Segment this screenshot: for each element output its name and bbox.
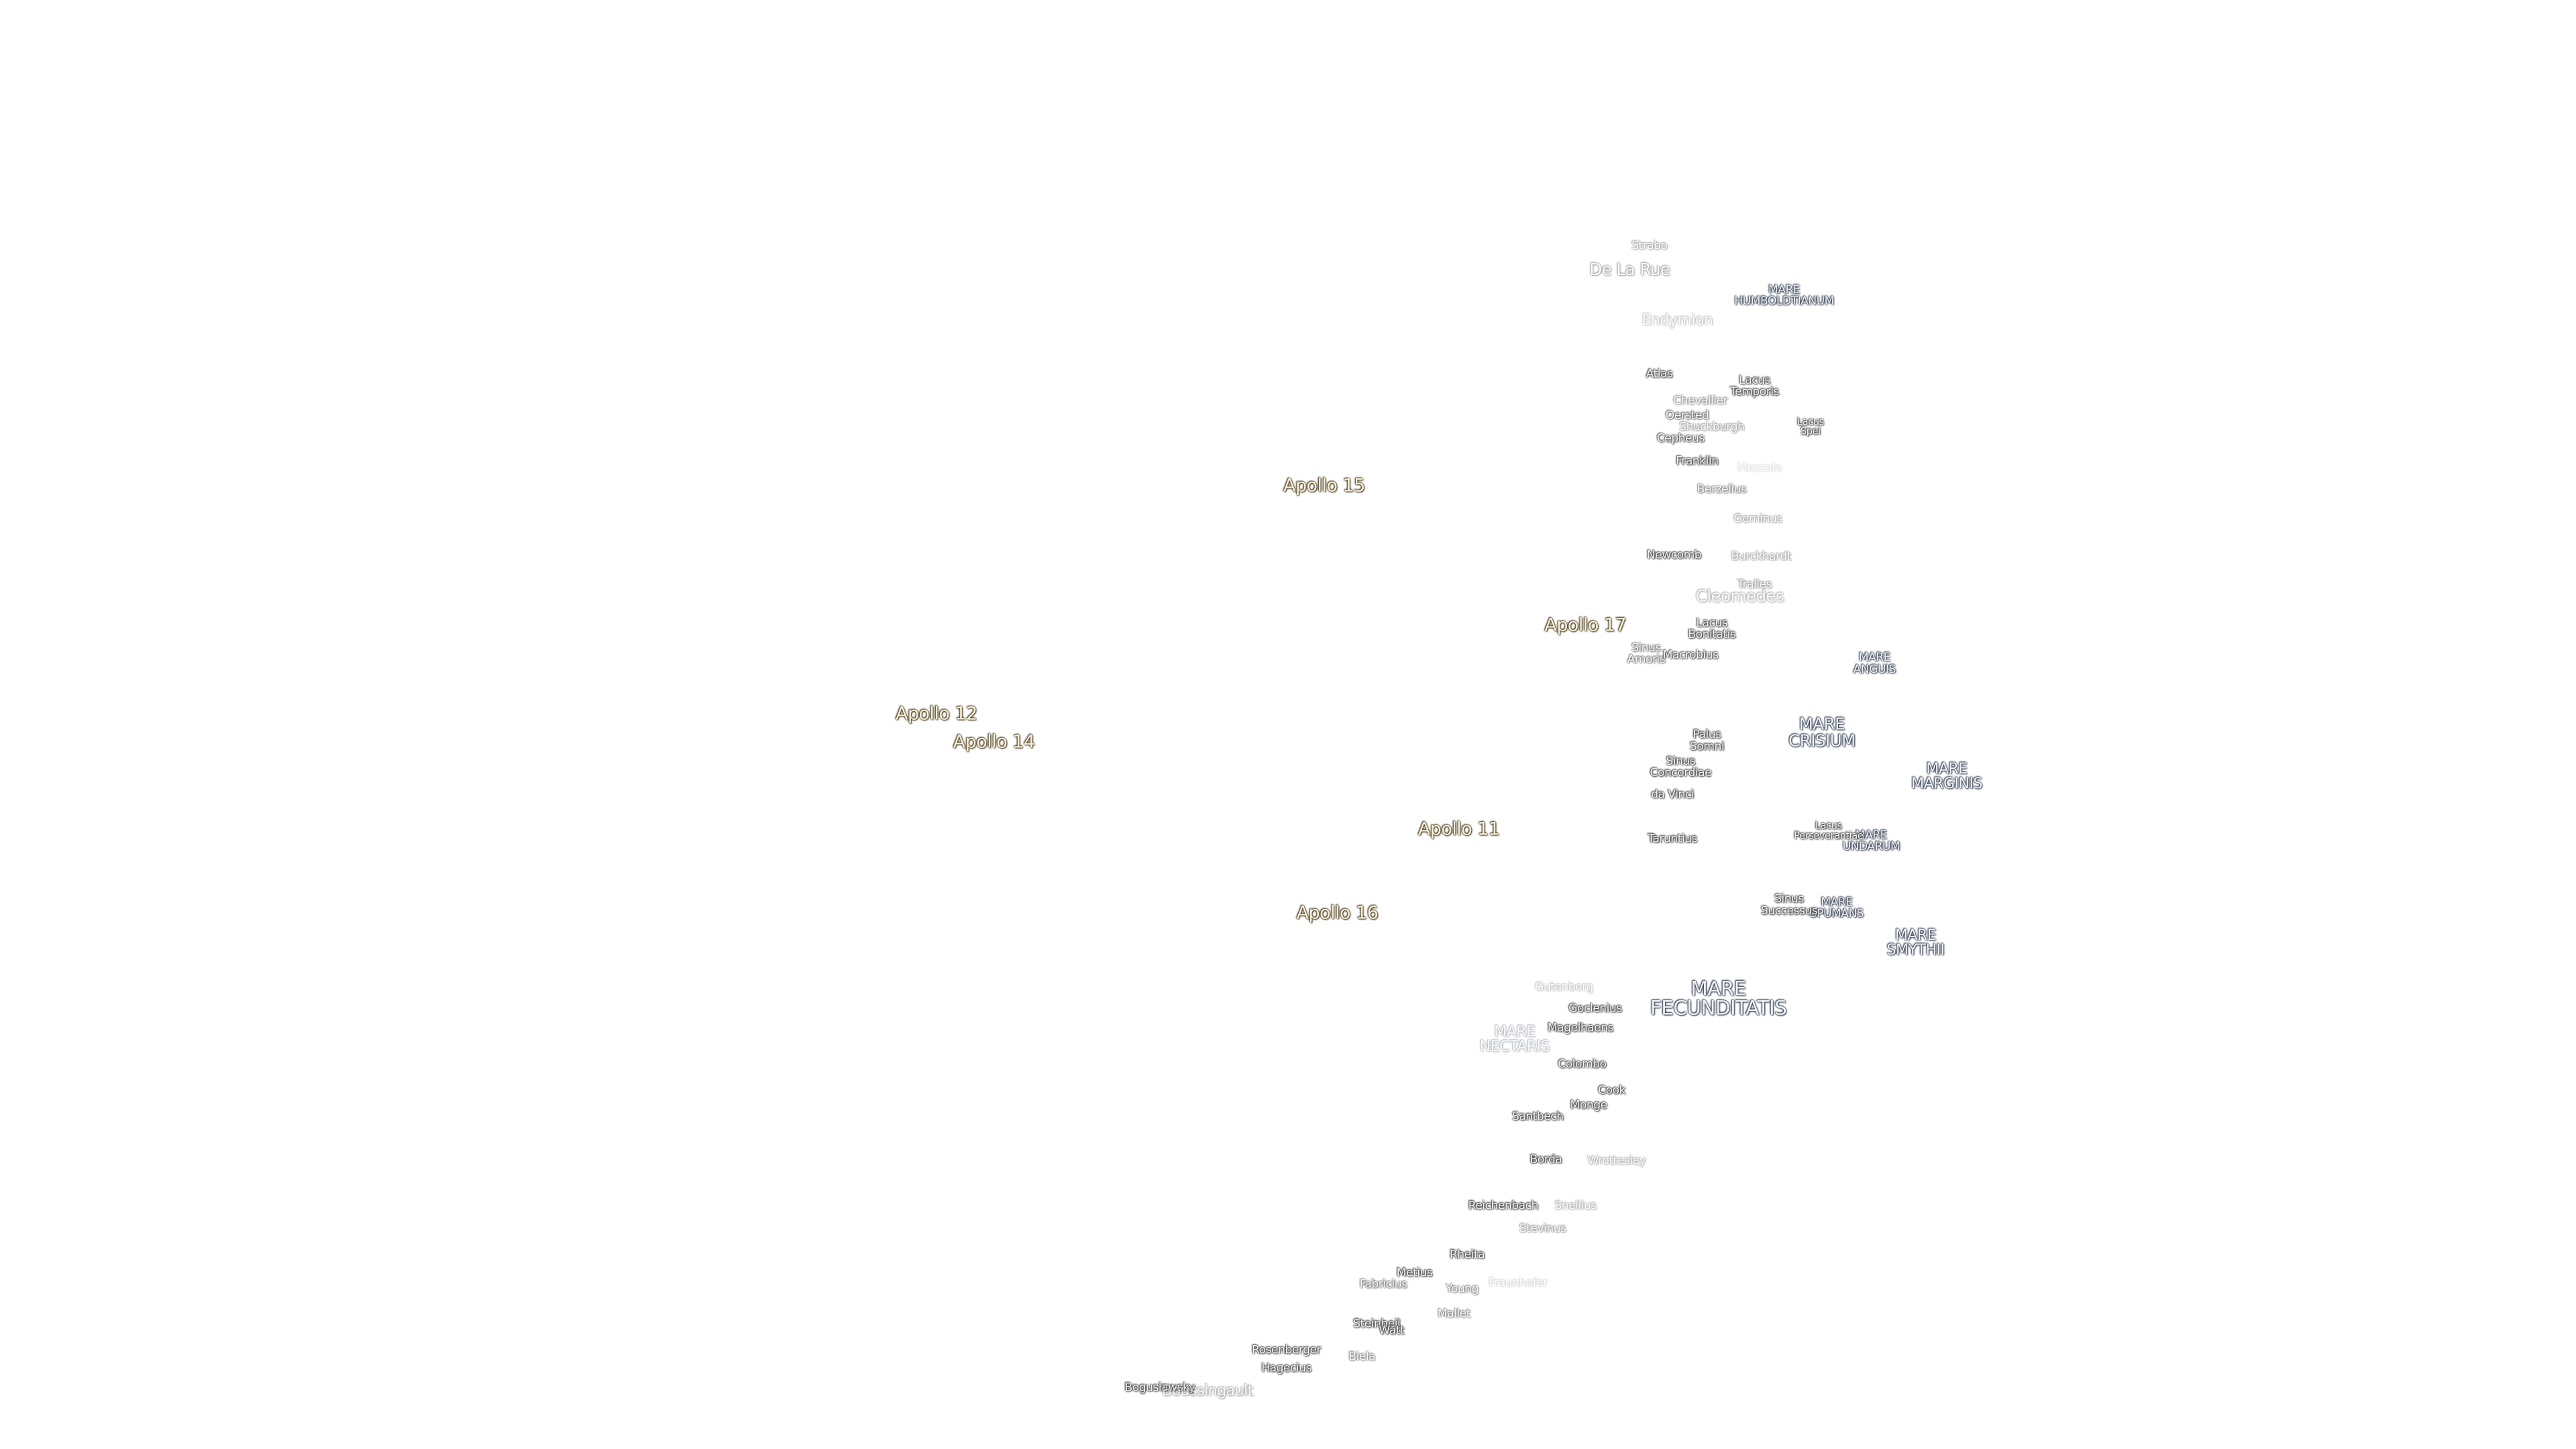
feature-label: Cleomedes <box>1695 586 1784 606</box>
feature-label: Taruntius <box>1648 832 1697 846</box>
feature-label: Burckhardt <box>1731 549 1792 564</box>
apollo-site-label: Apollo 11 <box>1417 818 1500 840</box>
feature-label: Lacus Perseverantiae <box>1794 820 1864 842</box>
feature-label: Fraunhofer <box>1488 1276 1548 1290</box>
feature-label: Chevallier <box>1673 393 1728 407</box>
apollo-site-label: Apollo 17 <box>1544 614 1627 636</box>
feature-label: Santbech <box>1511 1110 1564 1124</box>
feature-label: Stevinus <box>1519 1222 1566 1236</box>
apollo-site-label: Apollo 12 <box>896 703 977 724</box>
apollo-site-label: Apollo 14 <box>953 731 1035 753</box>
feature-label: Atlas <box>1646 367 1673 381</box>
feature-label: Metius <box>1396 1266 1433 1280</box>
mare-label: MARE UNDARUM <box>1842 828 1900 853</box>
feature-label: Lacus Temporis <box>1730 373 1779 398</box>
feature-label: Goclenius <box>1568 1002 1622 1016</box>
feature-label: Sinus Amoris <box>1627 641 1666 666</box>
mare-label: MARE NECTARIS <box>1479 1024 1550 1056</box>
feature-label: Palus Somni <box>1689 728 1725 753</box>
feature-label: Endymion <box>1642 311 1713 329</box>
feature-label: Snellius <box>1554 1198 1597 1212</box>
feature-label: Cook <box>1598 1083 1625 1097</box>
feature-label: Boussingault <box>1162 1383 1253 1400</box>
feature-label: Watt <box>1379 1324 1405 1338</box>
feature-label: Wrottesley <box>1587 1154 1646 1168</box>
feature-label: Lacus Bonitatis <box>1688 616 1736 641</box>
feature-label: Colombo <box>1558 1057 1607 1071</box>
feature-label: Borda <box>1529 1152 1562 1167</box>
feature-label: Geminus <box>1733 512 1782 526</box>
feature-label: Fabricius <box>1359 1277 1407 1291</box>
mare-label: MARE FECUNDITATIS <box>1650 977 1787 1020</box>
feature-label: da Vinci <box>1651 788 1695 802</box>
feature-label: Strabo <box>1631 239 1668 253</box>
feature-label: Oersted <box>1665 409 1709 423</box>
feature-label: Reichenbach <box>1468 1198 1539 1212</box>
feature-label: Gutenberg <box>1535 980 1593 994</box>
feature-label: De La Rue <box>1589 259 1670 279</box>
mare-label: MARE SMYTHII <box>1886 926 1945 959</box>
feature-label: Steinheil <box>1353 1317 1401 1331</box>
feature-label: Newcomb <box>1646 548 1702 562</box>
feature-label: Cepheus <box>1656 431 1705 445</box>
feature-label: Monge <box>1570 1098 1608 1112</box>
feature-label: Lacus Spei <box>1796 416 1824 437</box>
feature-label: Rheita <box>1449 1248 1485 1262</box>
feature-label: Sinus Successus <box>1760 892 1818 918</box>
feature-label: Shuckburgh <box>1679 420 1745 434</box>
mare-label: MARE ANGUIS <box>1853 651 1896 676</box>
mare-label: MARE HUMBOLDTIANUM <box>1734 282 1834 308</box>
feature-label: Mallet <box>1437 1307 1471 1321</box>
feature-label: Tralles <box>1737 578 1772 592</box>
mare-label: MARE SPUMANS <box>1809 896 1864 921</box>
feature-label: Franklin <box>1676 454 1719 468</box>
feature-label: Boguslawsky <box>1124 1381 1195 1395</box>
feature-label: Hagecius <box>1261 1361 1311 1375</box>
feature-label: Magelhaens <box>1547 1021 1614 1035</box>
mare-label: MARE CRISIUM <box>1788 714 1856 751</box>
feature-label: Biela <box>1348 1350 1376 1364</box>
feature-label: Macrobius <box>1662 648 1719 662</box>
feature-label: Rosenberger <box>1252 1343 1322 1357</box>
feature-label: Sinus Concordiae <box>1650 754 1712 780</box>
feature-label: Young <box>1446 1282 1479 1296</box>
apollo-site-label: Apollo 16 <box>1296 902 1379 924</box>
apollo-site-label: Apollo 15 <box>1283 475 1365 496</box>
feature-label: Messala <box>1737 461 1782 475</box>
feature-label: Berzelius <box>1697 482 1747 496</box>
mare-label: MARE MARGINIS <box>1911 761 1983 793</box>
